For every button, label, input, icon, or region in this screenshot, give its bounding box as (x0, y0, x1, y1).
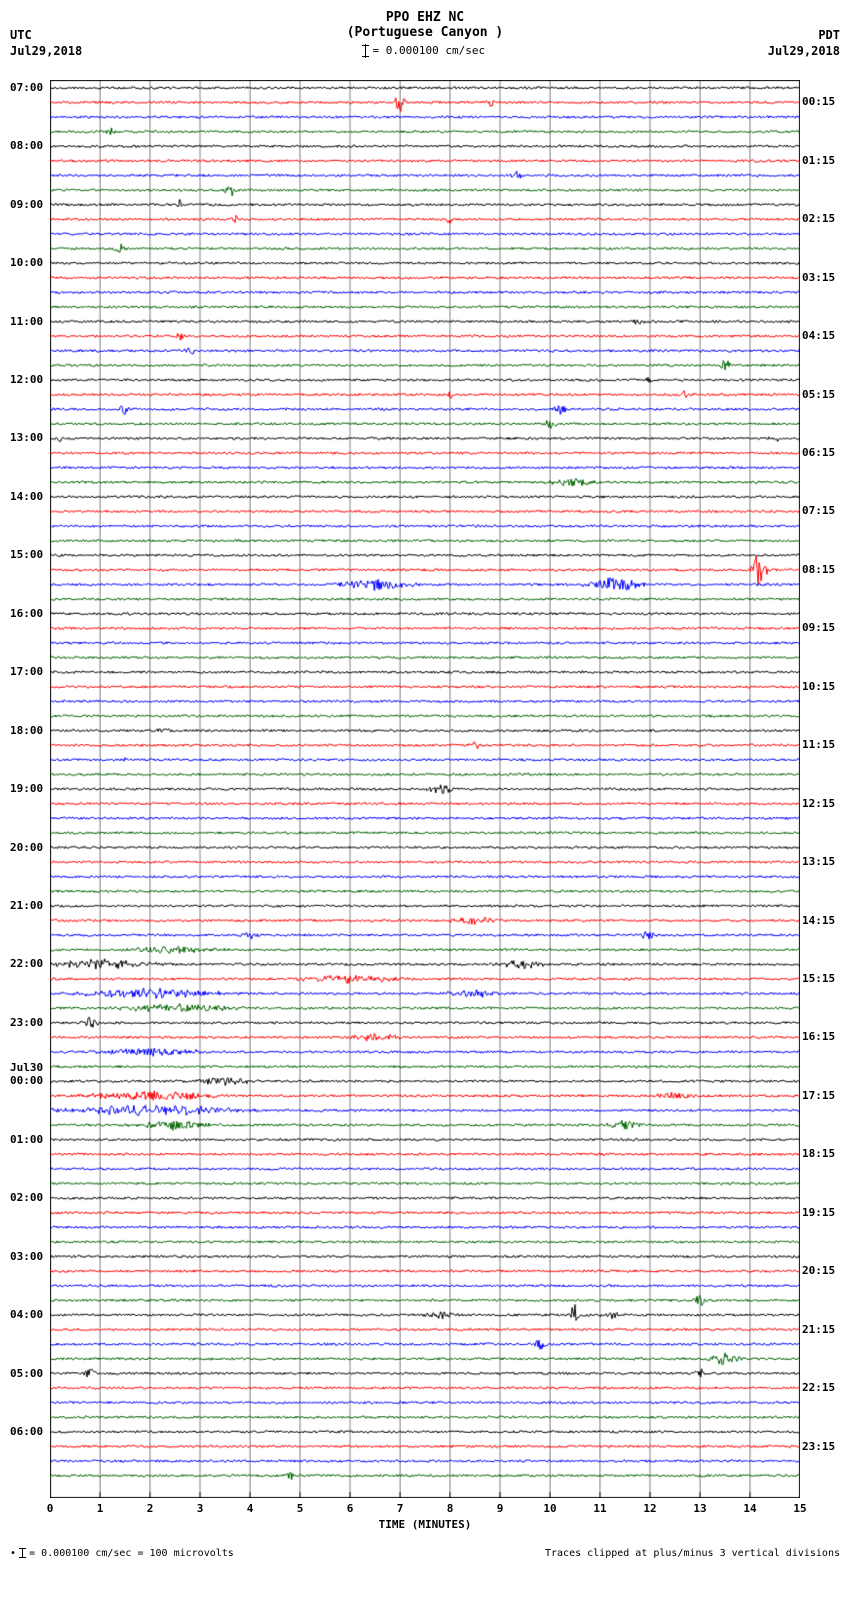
x-tick-label: 11 (593, 1502, 606, 1515)
time-label: 17:15 (802, 1089, 835, 1102)
time-label: 12:00 (10, 373, 43, 386)
footer: • = 0.000100 cm/sec = 100 microvolts Tra… (10, 1548, 840, 1559)
footer-right-text: Traces clipped at plus/minus 3 vertical … (545, 1548, 840, 1559)
time-label: 21:00 (10, 899, 43, 912)
x-tick-label: 15 (793, 1502, 806, 1515)
time-label: 00:15 (802, 95, 835, 108)
footer-left: • = 0.000100 cm/sec = 100 microvolts (10, 1548, 234, 1559)
time-label: 20:00 (10, 841, 43, 854)
time-label: 16:00 (10, 607, 43, 620)
time-label: 05:15 (802, 388, 835, 401)
time-label: 19:15 (802, 1206, 835, 1219)
time-label: 10:15 (802, 680, 835, 693)
time-label: 20:15 (802, 1264, 835, 1277)
x-tick-label: 9 (497, 1502, 504, 1515)
x-tick-label: 6 (347, 1502, 354, 1515)
time-label: 12:15 (802, 797, 835, 810)
location-title: (Portuguese Canyon ) (10, 25, 840, 40)
time-label: 09:15 (802, 621, 835, 634)
time-label: 15:00 (10, 548, 43, 561)
time-label: 08:15 (802, 563, 835, 576)
station-title: PPO EHZ NC (10, 10, 840, 25)
time-label: 17:00 (10, 665, 43, 678)
time-label: 03:15 (802, 271, 835, 284)
time-label: 14:00 (10, 490, 43, 503)
time-label: 02:00 (10, 1191, 43, 1204)
scale-indicator: = 0.000100 cm/sec (10, 44, 840, 58)
tz-left-label: UTC (10, 28, 32, 42)
time-label: 22:00 (10, 957, 43, 970)
x-tick-label: 2 (147, 1502, 154, 1515)
time-label: 19:00 (10, 782, 43, 795)
time-label: 04:00 (10, 1308, 43, 1321)
time-label: 01:15 (802, 154, 835, 167)
x-tick-label: 12 (643, 1502, 656, 1515)
footer-scale-bar-icon (22, 1548, 23, 1558)
time-label: 00:00 (10, 1074, 43, 1087)
tz-right-label: PDT (818, 28, 840, 42)
midnight-date-label: Jul30 (10, 1061, 43, 1074)
x-tick-label: 10 (543, 1502, 556, 1515)
tz-left-date: Jul29,2018 (10, 44, 82, 58)
time-label: 11:15 (802, 738, 835, 751)
time-label: 03:00 (10, 1250, 43, 1263)
x-tick-label: 1 (97, 1502, 104, 1515)
time-label: 18:15 (802, 1147, 835, 1160)
x-tick-label: 4 (247, 1502, 254, 1515)
time-label: 15:15 (802, 972, 835, 985)
time-label: 06:00 (10, 1425, 43, 1438)
time-label: 02:15 (802, 212, 835, 225)
x-tick-label: 14 (743, 1502, 756, 1515)
time-label: 07:00 (10, 81, 43, 94)
time-label: 14:15 (802, 914, 835, 927)
time-label: 16:15 (802, 1030, 835, 1043)
time-label: 11:00 (10, 315, 43, 328)
time-label: 06:15 (802, 446, 835, 459)
x-tick-label: 7 (397, 1502, 404, 1515)
time-label: 13:15 (802, 855, 835, 868)
time-label: 23:00 (10, 1016, 43, 1029)
time-label: 08:00 (10, 139, 43, 152)
x-axis-title: TIME (MINUTES) (50, 1502, 800, 1531)
footer-left-text: = 0.000100 cm/sec = 100 microvolts (29, 1548, 234, 1559)
seismogram-canvas (50, 80, 800, 1498)
time-label: 04:15 (802, 329, 835, 342)
time-label: 13:00 (10, 431, 43, 444)
time-label: 18:00 (10, 724, 43, 737)
time-label: 22:15 (802, 1381, 835, 1394)
scale-label: = 0.000100 cm/sec (373, 44, 486, 57)
x-tick-label: 5 (297, 1502, 304, 1515)
time-label: 01:00 (10, 1133, 43, 1146)
time-label: 09:00 (10, 198, 43, 211)
chart-header: UTC Jul29,2018 PDT Jul29,2018 PPO EHZ NC… (10, 10, 840, 80)
tz-left: UTC Jul29,2018 (10, 28, 82, 59)
tz-right: PDT Jul29,2018 (768, 28, 840, 59)
seismogram-plot: Jul3007:0008:0009:0010:0011:0012:0013:00… (50, 80, 800, 1498)
time-label: 10:00 (10, 256, 43, 269)
scale-bar-icon (365, 44, 366, 58)
x-tick-label: 0 (47, 1502, 54, 1515)
x-axis: TIME (MINUTES) 0123456789101112131415 (50, 1502, 800, 1542)
x-tick-label: 13 (693, 1502, 706, 1515)
time-label: 21:15 (802, 1323, 835, 1336)
footer-scale-mark: • (10, 1548, 16, 1559)
x-tick-label: 3 (197, 1502, 204, 1515)
time-label: 07:15 (802, 504, 835, 517)
time-label: 05:00 (10, 1367, 43, 1380)
time-label: 23:15 (802, 1440, 835, 1453)
tz-right-date: Jul29,2018 (768, 44, 840, 58)
x-tick-label: 8 (447, 1502, 454, 1515)
